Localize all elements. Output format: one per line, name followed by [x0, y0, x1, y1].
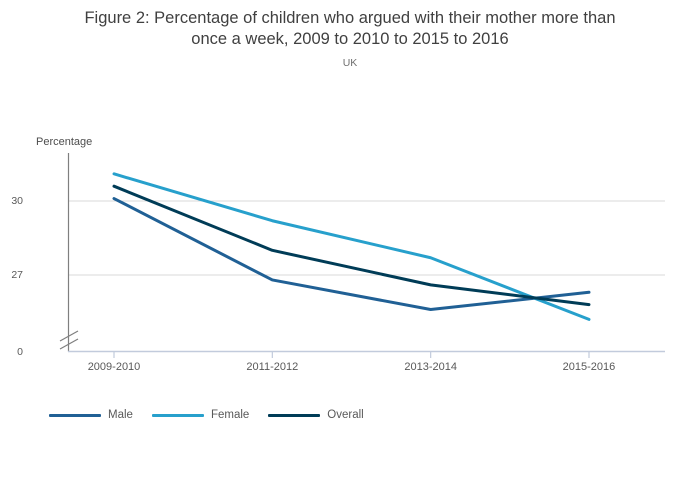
legend-swatch-male	[49, 414, 101, 417]
chart-title-line2: once a week, 2009 to 2010 to 2015 to 201…	[191, 30, 509, 48]
legend: Male Female Overall	[49, 408, 383, 423]
axis-break-slash	[59, 338, 79, 350]
legend-item-male[interactable]: Male	[49, 408, 133, 423]
plot-area: Percentage 0 27 30 2009-2010 2011-2012 2013-…	[11, 136, 665, 373]
series-line-male	[112, 197, 591, 312]
axis-break-slash	[59, 330, 79, 342]
chart-title: Figure 2: Percentage of children who arg…	[0, 8, 700, 50]
x-tick-label-2011-2012: 2011-2012	[246, 361, 299, 373]
legend-swatch-overall	[268, 414, 321, 417]
series-line-overall	[112, 184, 591, 307]
legend-label-overall: Overall	[327, 409, 364, 421]
series-line-female	[112, 172, 591, 321]
legend-item-female[interactable]: Female	[151, 408, 250, 423]
y-tick-label-0: 0	[17, 345, 23, 358]
legend-item-overall[interactable]: Overall	[268, 408, 364, 423]
chart-title-line1: Figure 2: Percentage of children who arg…	[84, 9, 616, 27]
x-tick-label-2009-2010: 2009-2010	[87, 361, 141, 373]
x-tick-label-2015-2016: 2015-2016	[562, 361, 616, 373]
line-chart-canvas	[59, 153, 665, 358]
legend-swatch-female	[151, 414, 204, 417]
legend-label-male: Male	[108, 409, 133, 421]
y-tick-label-27: 27	[11, 269, 23, 281]
x-tick-label-2013-2014: 2013-2014	[404, 361, 457, 373]
legend-label-female: Female	[210, 409, 250, 421]
y-axis-title: Percentage	[36, 136, 93, 148]
y-tick-label-30: 30	[11, 195, 23, 207]
chart-subtitle: UK	[342, 57, 358, 69]
